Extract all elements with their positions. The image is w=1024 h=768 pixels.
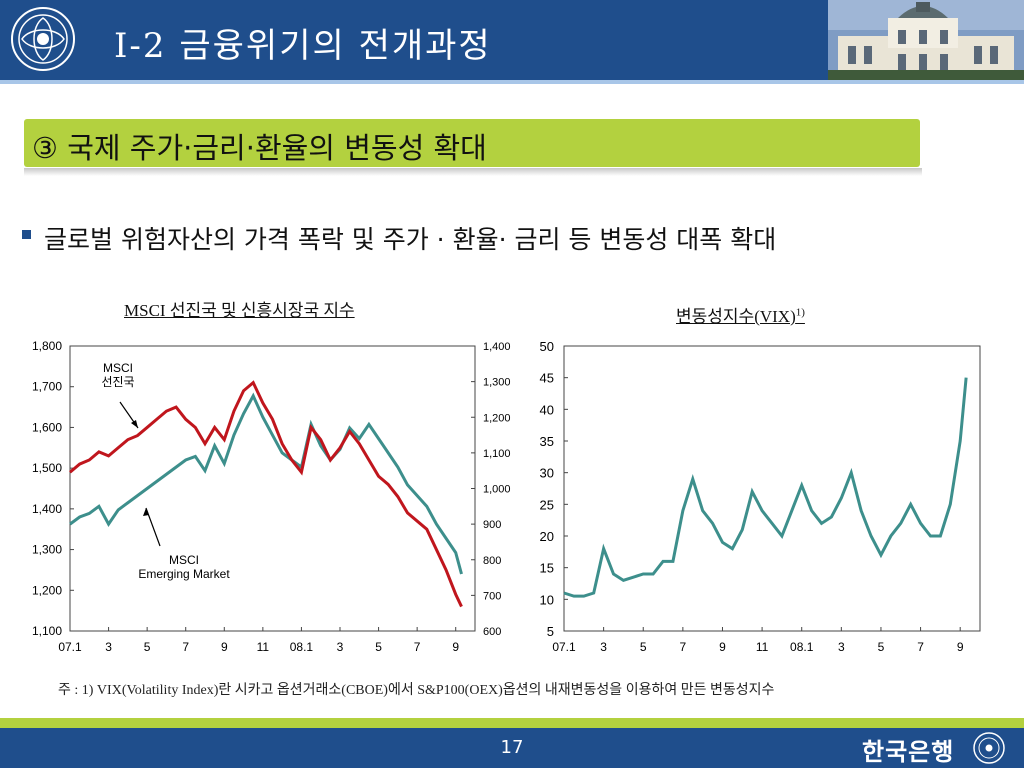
- vix-x-tick-label: 5: [878, 640, 885, 654]
- footnote: 주 : 1) VIX(Volatility Index)란 시카고 옵션거래소(…: [58, 683, 775, 698]
- y-right-tick-label: 1,400: [483, 341, 511, 353]
- y-left-tick-label: 1,200: [32, 583, 62, 597]
- x-tick-label: 3: [105, 640, 112, 654]
- series-line-vix: [563, 377, 968, 598]
- vix-y-tick-label: 20: [540, 529, 554, 544]
- bullet-text: 글로벌 위험자산의 가격 폭락 및 주가 · 환율· 금리 등 변동성 대폭 확…: [44, 225, 777, 254]
- vix-y-tick-label: 30: [540, 466, 554, 481]
- vix-title-text: 변동성지수(VIX): [676, 307, 796, 326]
- section-banner: ③ 국제 주가·금리·환율의 변동성 확대: [24, 119, 920, 167]
- bank-emblem-icon: [973, 732, 1005, 764]
- vix-x-tick-label: 9: [719, 640, 726, 654]
- bank-name-logo: 한국은행: [862, 738, 955, 766]
- footer-green-rule: [0, 718, 1024, 728]
- header-rule: [0, 80, 1024, 84]
- vix-y-tick-label: 25: [540, 497, 554, 512]
- annotation-em-arrowhead: [143, 508, 149, 516]
- vix-x-tick-label: 08.1: [790, 640, 814, 654]
- y-right-tick-label: 800: [483, 555, 501, 567]
- x-tick-label: 9: [452, 640, 459, 654]
- vix-plot-frame: [563, 345, 981, 632]
- series-line-msci-world: [69, 380, 463, 608]
- vix-x-tick-label: 9: [957, 640, 964, 654]
- y-right-tick-label: 1,200: [483, 412, 511, 424]
- y-left-tick-label: 1,300: [32, 543, 62, 557]
- x-tick-label: 7: [414, 640, 421, 654]
- vix-x-tick-label: 07.1: [552, 640, 576, 654]
- vix-y-tick-label: 15: [540, 561, 554, 576]
- y-right-tick-label: 1,000: [483, 484, 511, 496]
- vix-chart-title: 변동성지수(VIX)1): [676, 302, 805, 327]
- vix-y-tick-label: 35: [540, 434, 554, 449]
- bullet-square-icon: [22, 230, 31, 239]
- annotation-world-line1: MSCI: [103, 361, 133, 375]
- y-right-tick-label: 1,300: [483, 377, 511, 389]
- x-tick-label: 5: [375, 640, 382, 654]
- x-tick-label: 7: [182, 640, 189, 654]
- vix-y-tick-label: 10: [540, 592, 554, 607]
- annotation-em-line2: Emerging Market: [138, 567, 230, 581]
- vix-x-tick-label: 7: [917, 640, 924, 654]
- vix-y-tick-label: 50: [540, 339, 554, 354]
- vix-y-tick-label: 45: [540, 371, 554, 386]
- msci-chart-title: MSCI 선진국 및 신흥시장국 지수: [124, 301, 355, 320]
- x-tick-label: 11: [257, 640, 270, 654]
- annotation-em-line1: MSCI: [169, 553, 199, 567]
- vix-x-tick-label: 3: [838, 640, 845, 654]
- x-tick-label: 9: [221, 640, 228, 654]
- x-tick-label: 3: [337, 640, 344, 654]
- y-left-tick-label: 1,600: [32, 420, 62, 434]
- annotation-world-line2: 선진국: [101, 375, 134, 389]
- banner-shadow: [24, 168, 922, 176]
- building-photo: [828, 0, 1024, 80]
- section-heading: ③ 국제 주가·금리·환율의 변동성 확대: [32, 131, 487, 165]
- vix-x-tick-label: 7: [680, 640, 687, 654]
- x-tick-label: 07.1: [58, 640, 82, 654]
- annotation-world-arrowhead: [131, 420, 138, 428]
- vix-x-tick-label: 3: [600, 640, 607, 654]
- y-left-tick-label: 1,800: [32, 339, 62, 353]
- y-left-tick-label: 1,400: [32, 502, 62, 516]
- vix-y-tick-label: 40: [540, 402, 554, 417]
- page-title: I-2 금융위기의 전개과정: [114, 26, 492, 66]
- y-right-tick-label: 900: [483, 519, 501, 531]
- msci-chart: 1,800 1,700 1,600 1,500 1,400 1,300 1,200 1,100…: [32, 339, 511, 654]
- vix-x-tick-label: 11: [756, 640, 769, 654]
- x-tick-label: 08.1: [290, 640, 314, 654]
- y-left-tick-label: 1,700: [32, 380, 62, 394]
- y-right-tick-label: 600: [483, 626, 501, 638]
- vix-y-tick-label: 5: [547, 624, 554, 639]
- y-left-tick-label: 1,500: [32, 461, 62, 475]
- y-left-tick-label: 1,100: [32, 624, 62, 638]
- vix-x-tick-label: 5: [640, 640, 647, 654]
- series-line-msci-em: [69, 392, 463, 575]
- bank-seal-icon: [11, 7, 75, 71]
- header-bar: I-2 금융위기의 전개과정: [0, 0, 1024, 80]
- y-right-tick-label: 1,100: [483, 448, 511, 460]
- x-tick-label: 5: [144, 640, 151, 654]
- footer-bar: 17 한국은행: [0, 728, 1024, 768]
- page-number: 17: [500, 737, 524, 758]
- vix-title-footnote: 1): [795, 306, 805, 319]
- y-right-tick-label: 700: [483, 590, 501, 602]
